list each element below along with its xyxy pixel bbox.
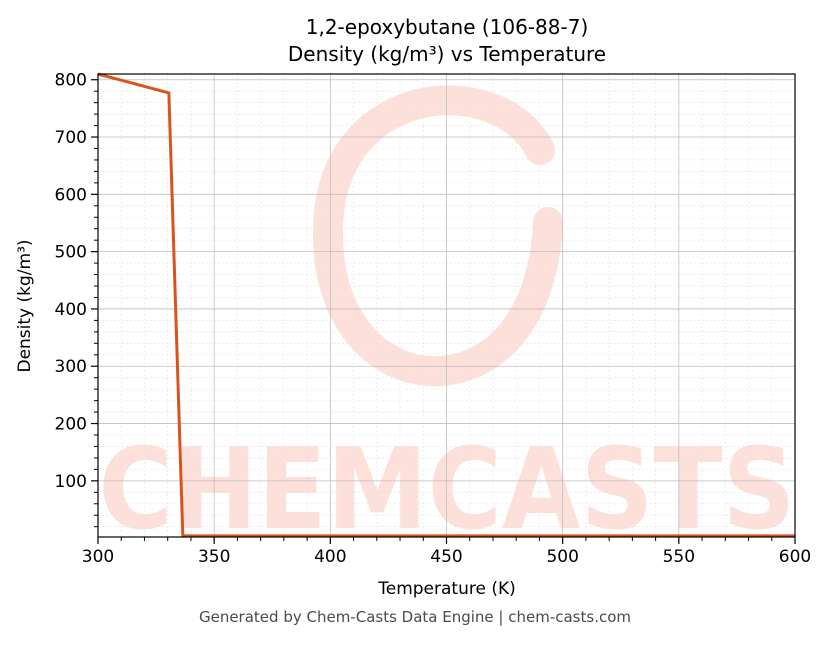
x-tick-label: 350 — [198, 547, 230, 567]
series-line — [97, 72, 795, 538]
x-tick-label: 300 — [82, 547, 114, 567]
x-tick-label: 450 — [430, 547, 462, 567]
x-tick-label: 600 — [779, 547, 811, 567]
x-tick-label: 500 — [546, 547, 578, 567]
y-tick-label: 200 — [55, 415, 87, 435]
footer-credit: Generated by Chem-Casts Data Engine | ch… — [198, 608, 632, 626]
y-tick-label: 800 — [55, 71, 87, 91]
y-tick-label: 500 — [55, 243, 87, 263]
chart-title: 1,2-epoxybutane (106-88-7) — [306, 15, 589, 39]
y-axis-label: Density (kg/m³) — [15, 239, 35, 372]
watermark: CHEMCASTS — [99, 85, 796, 555]
watermark-logo-icon — [312, 85, 563, 387]
x-tick-label: 550 — [663, 547, 695, 567]
x-tick-label: 400 — [314, 547, 346, 567]
axes: 300 350 400 450 500 550 600 100 200 300 400 500 600 7… — [55, 71, 812, 567]
y-tick-label: 300 — [55, 357, 87, 377]
chart-subtitle: Density (kg/m³) vs Temperature — [288, 42, 606, 66]
y-tick-label: 100 — [55, 472, 87, 492]
grid — [97, 74, 796, 537]
y-tick-label: 400 — [55, 300, 87, 320]
series-layer — [97, 72, 795, 538]
x-axis-label: Temperature (K) — [377, 579, 516, 599]
y-tick-label: 600 — [55, 185, 87, 205]
y-tick-label: 700 — [55, 128, 87, 148]
